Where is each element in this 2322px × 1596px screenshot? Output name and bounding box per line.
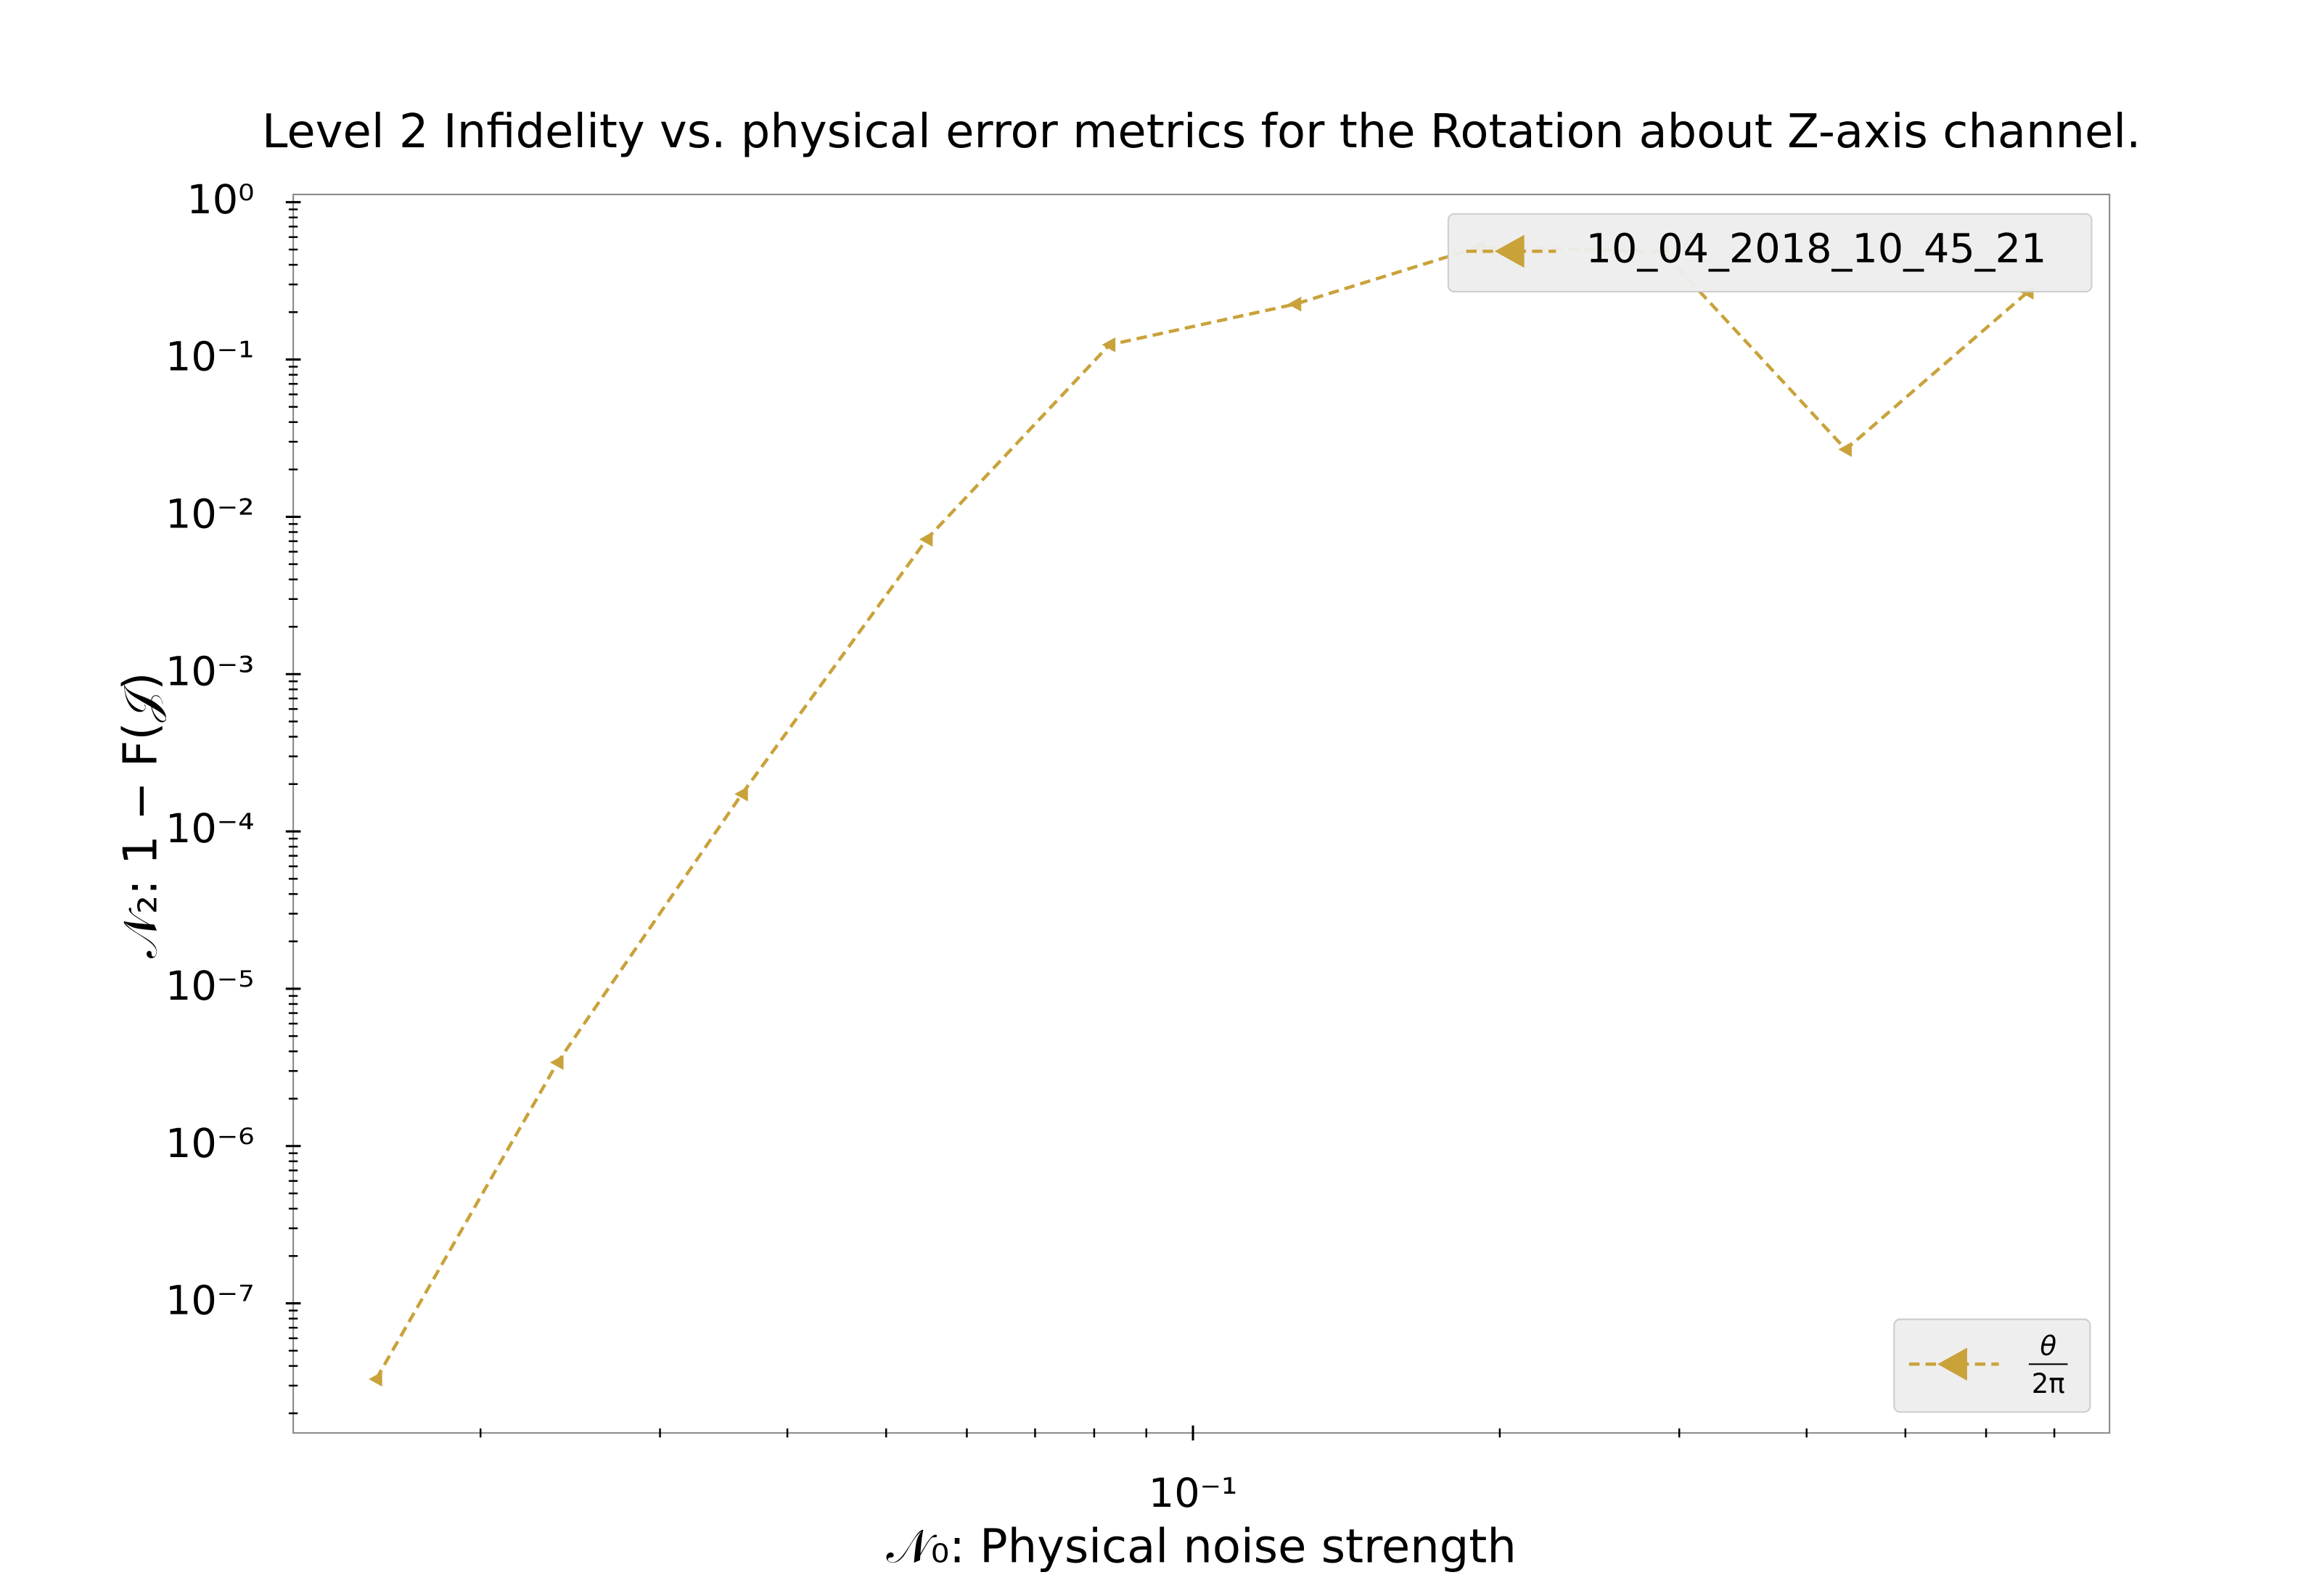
legend-box: [1447, 213, 2093, 293]
data-point: [919, 532, 933, 547]
plot-frame: [292, 194, 2111, 1434]
legend-marker: [1494, 234, 1525, 268]
y-tick-label: 10⁻⁶: [165, 1120, 255, 1167]
marker-legend-numerator: θ: [2040, 1330, 2056, 1362]
legend: 10_04_2018_10_45_21: [1447, 213, 2093, 293]
y-tick-label: 10⁻⁷: [165, 1278, 255, 1325]
y-axis-label: 𝒩₂: 1 − F(𝒥): [115, 672, 168, 958]
chart-title: Level 2 Infidelity vs. physical error me…: [262, 105, 2141, 159]
data-point: [734, 786, 748, 802]
data-point: [550, 1055, 564, 1070]
series-line: [374, 245, 2029, 1381]
marker-legend-marker: [1937, 1347, 1967, 1381]
y-tick-label: 10⁰: [186, 176, 254, 223]
data-point: [1101, 337, 1116, 353]
y-tick-label: 10⁻¹: [165, 334, 255, 381]
y-tick-label: 10⁻³: [165, 648, 255, 695]
y-tick-label: 10⁻⁵: [165, 963, 255, 1010]
marker-legend-denominator: 2π: [2032, 1368, 2065, 1399]
x-axis-label: 𝒩₀: Physical noise strength: [886, 1521, 1516, 1574]
legend-label: 10_04_2018_10_45_21: [1586, 226, 2047, 273]
data-point: [369, 1371, 382, 1387]
data-point: [1838, 442, 1852, 457]
x-tick-label: 10⁻¹: [1149, 1470, 1238, 1517]
y-tick-label: 10⁻²: [165, 491, 255, 538]
data-point: [1287, 296, 1302, 312]
marker-legend: θ 2π: [1893, 1318, 2091, 1413]
y-tick-label: 10⁻⁴: [165, 805, 255, 852]
